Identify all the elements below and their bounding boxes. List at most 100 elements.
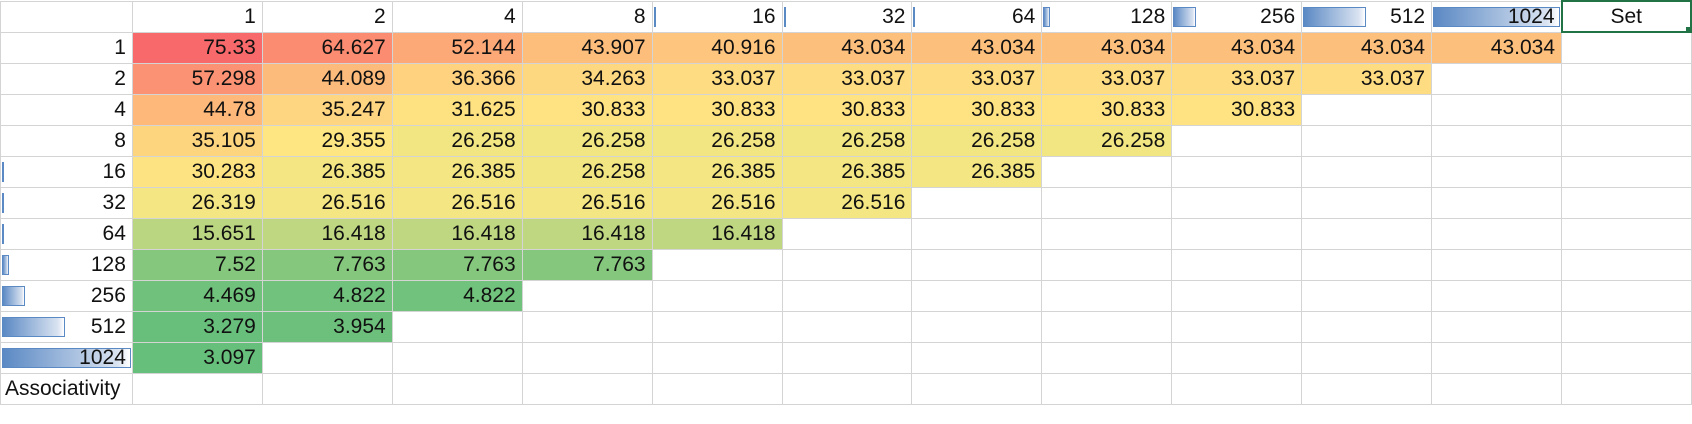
empty-cell[interactable] (1041, 372, 1173, 405)
miss-rate-cell[interactable]: 30.833 (651, 93, 783, 126)
empty-cell[interactable] (131, 372, 263, 405)
empty-cell[interactable] (1041, 310, 1173, 343)
empty-cell[interactable] (651, 372, 783, 405)
miss-rate-cell[interactable]: 26.385 (391, 155, 523, 188)
set-size-header[interactable]: 512 (1301, 0, 1433, 33)
empty-cell[interactable] (521, 279, 653, 312)
miss-rate-cell[interactable]: 26.258 (911, 124, 1043, 157)
empty-cell[interactable] (391, 310, 523, 343)
miss-rate-cell[interactable]: 44.78 (131, 93, 263, 126)
empty-cell[interactable] (1301, 217, 1433, 250)
miss-rate-cell[interactable]: 33.037 (651, 62, 783, 95)
miss-rate-cell[interactable]: 43.034 (911, 31, 1043, 64)
empty-cell[interactable] (911, 310, 1043, 343)
empty-cell[interactable] (911, 186, 1043, 219)
empty-cell[interactable] (651, 341, 783, 374)
set-size-header[interactable]: 8 (521, 0, 653, 33)
miss-rate-cell[interactable]: 57.298 (131, 62, 263, 95)
empty-cell[interactable] (651, 248, 783, 281)
empty-cell[interactable] (1561, 62, 1692, 95)
empty-cell[interactable] (1171, 186, 1303, 219)
empty-cell[interactable] (1561, 124, 1692, 157)
empty-cell[interactable] (1431, 279, 1563, 312)
empty-cell[interactable] (1431, 62, 1563, 95)
empty-cell[interactable] (1561, 155, 1692, 188)
empty-cell[interactable] (1171, 248, 1303, 281)
empty-cell[interactable] (1561, 341, 1692, 374)
empty-cell[interactable] (1561, 372, 1692, 405)
empty-cell[interactable] (651, 310, 783, 343)
empty-cell[interactable] (391, 341, 523, 374)
miss-rate-cell[interactable]: 44.089 (261, 62, 393, 95)
empty-cell[interactable] (1431, 248, 1563, 281)
miss-rate-cell[interactable]: 26.385 (651, 155, 783, 188)
miss-rate-cell[interactable]: 43.034 (1041, 31, 1173, 64)
set-size-header[interactable]: 2 (261, 0, 393, 33)
miss-rate-cell[interactable]: 16.418 (651, 217, 783, 250)
empty-cell[interactable] (1561, 279, 1692, 312)
associativity-header[interactable]: 1 (0, 31, 133, 64)
empty-cell[interactable] (521, 310, 653, 343)
empty-cell[interactable] (651, 279, 783, 312)
empty-cell[interactable] (781, 279, 913, 312)
miss-rate-cell[interactable]: 30.833 (911, 93, 1043, 126)
miss-rate-cell[interactable]: 26.258 (391, 124, 523, 157)
miss-rate-cell[interactable]: 26.516 (261, 186, 393, 219)
miss-rate-cell[interactable]: 30.833 (1171, 93, 1303, 126)
empty-cell[interactable] (1561, 217, 1692, 250)
associativity-header[interactable]: 1024 (0, 341, 133, 374)
miss-rate-cell[interactable]: 26.258 (521, 155, 653, 188)
empty-cell[interactable] (1301, 341, 1433, 374)
empty-cell[interactable] (391, 372, 523, 405)
miss-rate-cell[interactable]: 15.651 (131, 217, 263, 250)
miss-rate-cell[interactable]: 33.037 (911, 62, 1043, 95)
miss-rate-cell[interactable]: 35.247 (261, 93, 393, 126)
set-size-header[interactable]: 128 (1041, 0, 1173, 33)
set-size-header[interactable]: 64 (911, 0, 1043, 33)
associativity-header[interactable]: 16 (0, 155, 133, 188)
miss-rate-cell[interactable]: 26.319 (131, 186, 263, 219)
empty-cell[interactable] (1561, 93, 1692, 126)
miss-rate-cell[interactable]: 64.627 (261, 31, 393, 64)
miss-rate-cell[interactable]: 7.763 (521, 248, 653, 281)
empty-cell[interactable] (1301, 372, 1433, 405)
empty-cell[interactable] (1041, 217, 1173, 250)
miss-rate-cell[interactable]: 43.034 (781, 31, 913, 64)
miss-rate-cell[interactable]: 26.385 (781, 155, 913, 188)
empty-cell[interactable] (1431, 310, 1563, 343)
miss-rate-cell[interactable]: 26.385 (261, 155, 393, 188)
set-size-header[interactable]: 1 (131, 0, 263, 33)
miss-rate-cell[interactable]: 75.33 (131, 31, 263, 64)
empty-cell[interactable] (1431, 341, 1563, 374)
miss-rate-cell[interactable]: 30.833 (521, 93, 653, 126)
empty-cell[interactable] (1431, 155, 1563, 188)
associativity-header[interactable]: 8 (0, 124, 133, 157)
empty-cell[interactable] (1431, 217, 1563, 250)
empty-cell[interactable] (1431, 186, 1563, 219)
empty-cell[interactable] (1171, 124, 1303, 157)
empty-cell[interactable] (1301, 186, 1433, 219)
miss-rate-cell[interactable]: 26.258 (781, 124, 913, 157)
set-size-header[interactable]: 32 (781, 0, 913, 33)
miss-rate-cell[interactable]: 16.418 (521, 217, 653, 250)
set-label-cell[interactable]: Set (1560, 0, 1692, 33)
miss-rate-cell[interactable]: 7.763 (391, 248, 523, 281)
empty-cell[interactable] (911, 372, 1043, 405)
miss-rate-cell[interactable]: 26.258 (1041, 124, 1173, 157)
empty-cell[interactable] (781, 372, 913, 405)
empty-cell[interactable] (1301, 248, 1433, 281)
empty-cell[interactable] (1171, 279, 1303, 312)
empty-cell[interactable] (1301, 310, 1433, 343)
set-size-header[interactable]: 1024 (1431, 0, 1563, 33)
miss-rate-cell[interactable]: 3.097 (131, 341, 263, 374)
miss-rate-cell[interactable]: 33.037 (781, 62, 913, 95)
associativity-label-cell[interactable]: Associativity (0, 372, 133, 405)
miss-rate-cell[interactable]: 26.516 (521, 186, 653, 219)
associativity-header[interactable]: 2 (0, 62, 133, 95)
empty-cell[interactable] (521, 372, 653, 405)
empty-cell[interactable] (781, 248, 913, 281)
empty-cell[interactable] (1041, 279, 1173, 312)
miss-rate-cell[interactable]: 33.037 (1171, 62, 1303, 95)
empty-cell[interactable] (781, 217, 913, 250)
miss-rate-cell[interactable]: 34.263 (521, 62, 653, 95)
